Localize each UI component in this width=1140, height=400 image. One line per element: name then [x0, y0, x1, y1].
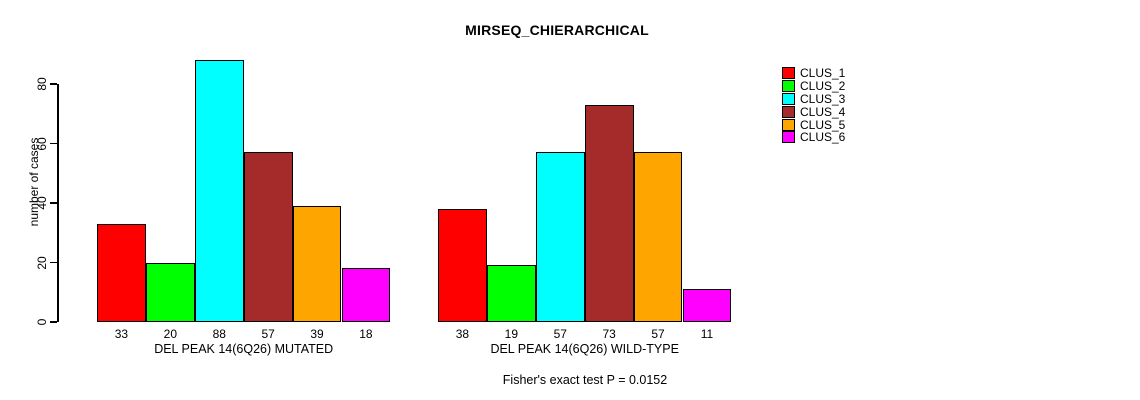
y-axis-tick: [50, 142, 57, 145]
legend-label: CLUS_3: [800, 91, 846, 106]
fisher-test-annotation: Fisher's exact test P = 0.0152: [502, 373, 668, 387]
y-axis-tick-label: 0: [35, 318, 49, 326]
legend-label: CLUS_6: [800, 130, 846, 145]
bar-value-label: 57: [261, 327, 275, 341]
y-axis-line: [57, 84, 59, 322]
legend-item-clus_2: CLUS_2: [782, 80, 845, 93]
y-axis-tick: [50, 321, 57, 323]
bar-clus_6-group1: [341, 268, 391, 322]
chart-title: MIRSEQ_CHIERARCHICAL: [465, 22, 649, 38]
bar-value-label: 39: [310, 327, 324, 341]
legend-label: CLUS_4: [800, 104, 846, 119]
group-label: DEL PEAK 14(6Q26) MUTATED: [154, 342, 334, 356]
legend-item-clus_3: CLUS_3: [782, 91, 846, 106]
bar-clus_4-group1: [243, 152, 293, 322]
bar-value-label: 38: [455, 327, 470, 341]
bar-clus_1-group1: [97, 223, 146, 322]
bar-clus_2-group1: [145, 262, 195, 322]
bar-clus_5-group1: [292, 205, 342, 322]
legend-label: CLUS_1: [800, 66, 846, 81]
bar-value-label: 88: [212, 327, 226, 341]
bar-value-label: 57: [553, 327, 567, 341]
y-axis-tick: [50, 261, 57, 264]
bar-value-label: 73: [602, 327, 616, 341]
y-axis-tick-label: 60: [35, 136, 49, 151]
bar-clus_3-group2: [535, 152, 585, 322]
group-label: DEL PEAK 14(6Q26) WILD-TYPE: [490, 342, 679, 356]
legend-swatch-icon: [782, 118, 795, 131]
bar-clus_3-group1: [194, 60, 244, 322]
y-axis-tick-label: 20: [35, 255, 49, 270]
bar-value-label: 20: [163, 327, 178, 341]
y-axis-tick: [50, 202, 57, 204]
bar-clus_6-group2: [682, 289, 732, 322]
bar-value-label: 19: [504, 327, 519, 341]
bar-value-label: 11: [700, 327, 714, 341]
legend-label: CLUS_5: [800, 117, 846, 132]
legend-swatch-icon: [782, 67, 795, 80]
legend-swatch-icon: [782, 105, 795, 118]
bar-clus_2-group2: [486, 265, 536, 322]
legend-swatch-icon: [782, 80, 795, 93]
legend-swatch-icon: [782, 131, 795, 144]
bar-value-label: 33: [114, 327, 129, 341]
bar-value-label: 57: [651, 327, 665, 341]
legend-item-clus_6: CLUS_6: [782, 131, 845, 144]
bar-clus_1-group2: [438, 208, 487, 322]
legend-label: CLUS_2: [800, 79, 846, 94]
y-axis-tick: [50, 83, 57, 85]
legend-item-clus_5: CLUS_5: [782, 118, 845, 131]
bar-clus_5-group2: [633, 152, 683, 322]
bar-value-label: 18: [359, 327, 373, 341]
y-axis-tick-label: 80: [35, 77, 49, 91]
legend-item-clus_4: CLUS_4: [782, 105, 845, 118]
legend-item-clus_1: CLUS_1: [782, 67, 845, 80]
legend: CLUS_1 CLUS_2 CLUS_3 CLUS_4 CLUS_5 CLUS_6: [782, 67, 845, 144]
legend-swatch-icon: [782, 92, 795, 105]
y-axis-tick-label: 40: [35, 196, 49, 210]
bar-clus_4-group2: [584, 104, 634, 322]
